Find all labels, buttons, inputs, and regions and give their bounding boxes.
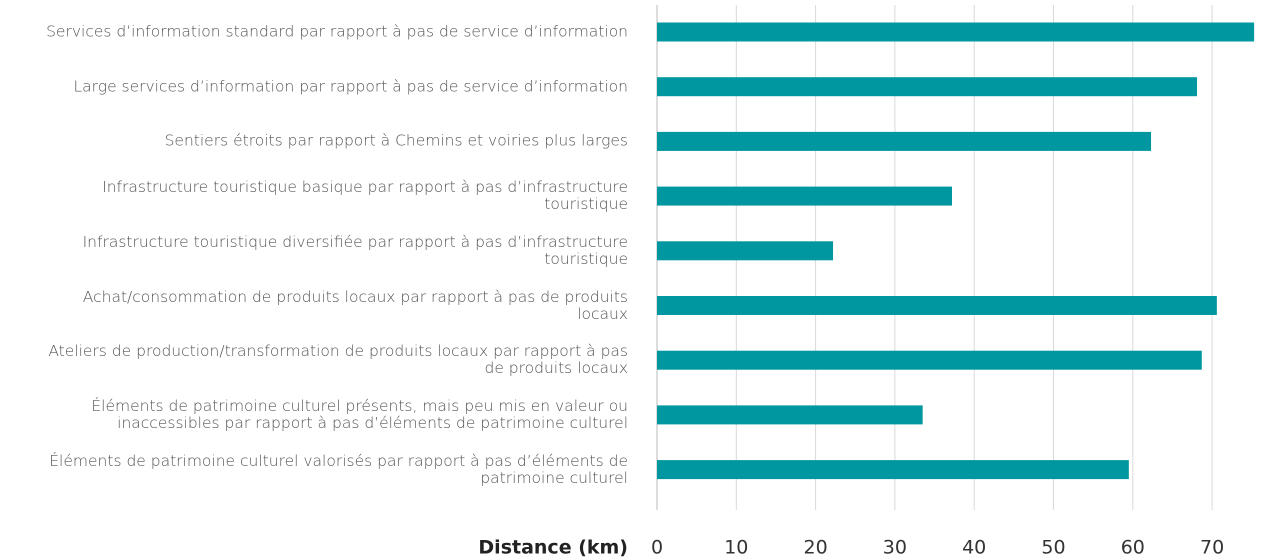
bar — [657, 186, 952, 206]
x-tick-label: 40 — [962, 537, 986, 559]
bar — [657, 460, 1129, 480]
x-tick-label: 70 — [1200, 537, 1224, 559]
y-tick-label: Achat/consommation de produits locaux pa… — [82, 287, 628, 323]
y-tick-label: Ateliers de production/transformation de… — [48, 342, 628, 378]
x-axis-label: Distance (km) — [478, 537, 628, 559]
y-tick-label: Infrastructure touristique diversifiée p… — [82, 232, 628, 268]
y-tick-label: Large services d’information par rapport… — [73, 77, 628, 96]
x-tick-label: 50 — [1041, 537, 1065, 559]
x-tick-label: 20 — [804, 537, 828, 559]
bar — [657, 296, 1217, 315]
y-tick-label: Éléments de patrimoine culturel valorisé… — [49, 451, 628, 487]
bar — [657, 350, 1202, 370]
y-tick-label: Infrastructure touristique basique par r… — [102, 178, 628, 214]
bar — [657, 77, 1198, 97]
x-tick-label: 30 — [883, 537, 907, 559]
x-tick-label: 60 — [1121, 537, 1145, 559]
y-tick-label: Services d’information standard par rapp… — [46, 22, 628, 41]
bar — [657, 22, 1255, 42]
y-tick-label: Éléments de patrimoine culturel présents… — [91, 396, 628, 432]
bar — [657, 405, 923, 425]
bar — [657, 131, 1152, 151]
y-tick-label: Sentiers étroits par rapport à Chemins e… — [164, 131, 628, 150]
x-tick-label: 0 — [651, 537, 663, 559]
x-tick-label: 10 — [724, 537, 748, 559]
bar — [657, 241, 834, 261]
